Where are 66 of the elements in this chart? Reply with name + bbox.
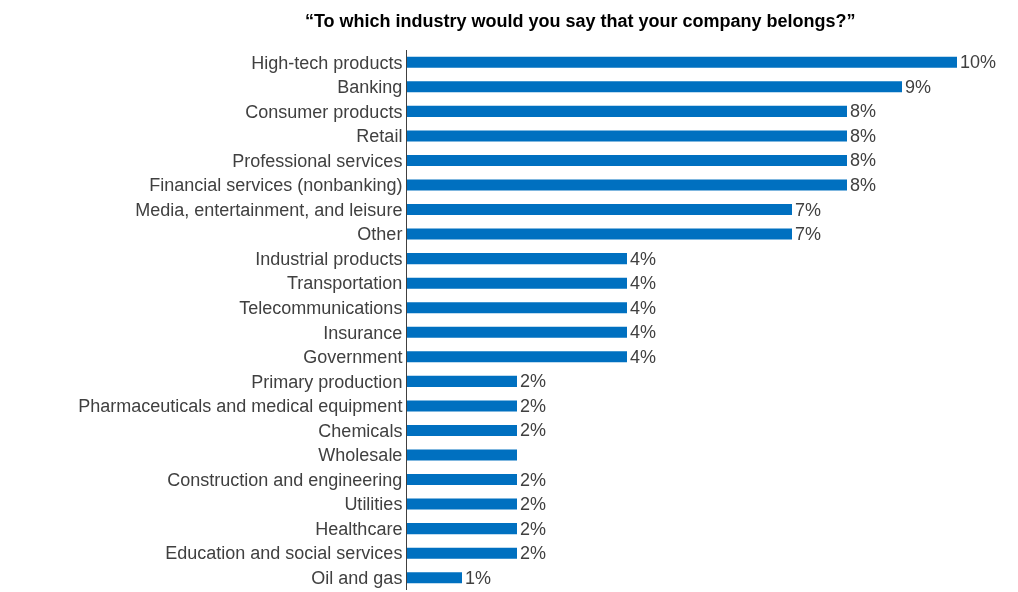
chart-title: “To which industry would you say that your company belongs?” xyxy=(304,11,856,32)
y-tick-label: Oil and gas xyxy=(311,568,403,589)
bar xyxy=(407,302,627,314)
bar xyxy=(407,424,517,436)
bar xyxy=(407,498,517,510)
y-tick-label: Utilities xyxy=(344,494,403,515)
y-tick-label: Government xyxy=(303,347,403,368)
bar xyxy=(407,105,847,117)
bar xyxy=(407,56,957,68)
data-label: 2% xyxy=(520,395,547,416)
data-label: 9% xyxy=(905,76,932,97)
data-label: 7% xyxy=(795,224,822,245)
data-label: 2% xyxy=(520,469,547,490)
data-label: 8% xyxy=(850,175,877,195)
y-tick-label: Professional services xyxy=(232,150,403,171)
y-tick-label: Wholesale xyxy=(318,445,403,466)
y-tick-label: Retail xyxy=(356,126,403,147)
bar xyxy=(407,179,847,191)
data-label: 2% xyxy=(520,371,547,392)
bar xyxy=(407,277,627,289)
bar xyxy=(407,375,517,387)
y-tick-label: High-tech products xyxy=(251,52,403,73)
y-tick-label: Banking xyxy=(337,77,403,98)
bar xyxy=(407,547,517,559)
bar xyxy=(407,400,517,412)
bar xyxy=(407,81,902,93)
y-tick-label: Other xyxy=(357,224,403,245)
y-tick-label: Telecommunications xyxy=(239,298,403,319)
y-tick-label: Financial services (nonbanking) xyxy=(149,175,403,196)
y-tick-label: Pharmaceuticals and medical equipment xyxy=(78,396,403,417)
y-tick-label: Consumer products xyxy=(245,101,403,122)
y-tick-label: Transportation xyxy=(286,273,403,294)
data-label: 4% xyxy=(630,297,657,318)
bar xyxy=(407,130,847,142)
data-label: 10% xyxy=(960,52,997,73)
bar xyxy=(407,204,792,216)
y-tick-label: Media, entertainment, and leisure xyxy=(135,199,403,220)
data-label: 2% xyxy=(520,420,547,441)
data-label: 8% xyxy=(850,101,877,122)
y-tick-label: Industrial products xyxy=(255,248,403,269)
bar xyxy=(407,326,627,338)
y-tick-label: Chemicals xyxy=(318,420,403,441)
data-label: 1% xyxy=(465,567,492,588)
bar xyxy=(407,228,792,240)
bar xyxy=(407,253,627,265)
y-tick-label: Insurance xyxy=(323,322,403,343)
data-label: 4% xyxy=(630,346,657,367)
data-label: 8% xyxy=(850,125,877,146)
y-tick-label: Primary production xyxy=(251,371,403,392)
y-tick-label: Construction and engineering xyxy=(167,469,403,490)
bar xyxy=(407,474,517,486)
bar xyxy=(407,154,847,166)
bar xyxy=(407,572,462,584)
data-label: 7% xyxy=(795,199,822,220)
data-label: 4% xyxy=(630,248,657,269)
y-tick-label: Healthcare xyxy=(315,518,403,539)
bar xyxy=(407,449,517,461)
data-label: 2% xyxy=(520,518,547,539)
y-tick-label: Education and social services xyxy=(165,543,403,564)
bar xyxy=(407,523,517,535)
data-label: 4% xyxy=(630,273,657,294)
data-label: 2% xyxy=(520,543,547,564)
data-label: 2% xyxy=(520,494,547,515)
bar xyxy=(407,351,627,363)
data-label: 4% xyxy=(630,322,657,343)
data-label: 8% xyxy=(850,150,877,171)
